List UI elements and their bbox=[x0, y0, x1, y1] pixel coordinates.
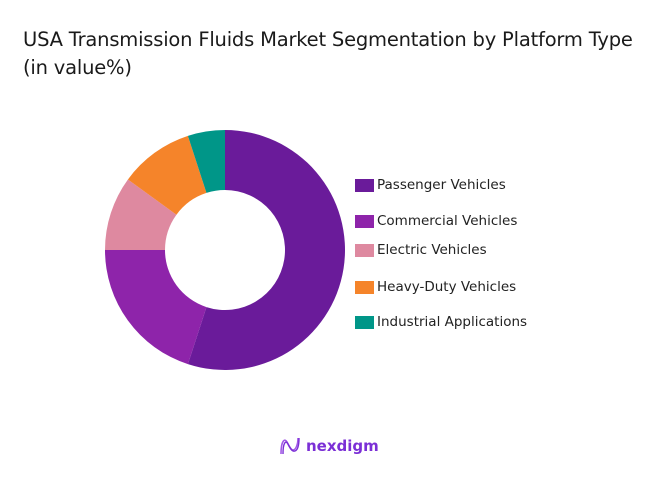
legend-swatch bbox=[355, 315, 374, 329]
brand-logo: nexdigm bbox=[279, 436, 379, 456]
legend-item-passenger-vehicles: Passenger Vehicles bbox=[355, 177, 506, 193]
legend-item-industrial-applications: Industrial Applications bbox=[355, 314, 527, 330]
donut-slice-passenger-vehicles bbox=[187, 130, 345, 370]
legend-label: Electric Vehicles bbox=[377, 242, 487, 258]
legend-label: Industrial Applications bbox=[377, 314, 528, 330]
legend-label: Commercial Vehicles bbox=[377, 213, 518, 229]
legend-swatch bbox=[355, 178, 374, 192]
legend-item-electric-vehicles: Electric Vehicles bbox=[355, 242, 487, 258]
legend-item-heavy-duty-vehicles: Heavy-Duty Vehicles bbox=[355, 279, 516, 295]
donut-slice-industrial-applications bbox=[187, 130, 225, 193]
donut-slice-heavy-duty-vehicles bbox=[127, 135, 207, 215]
legend-swatch bbox=[355, 280, 374, 294]
nexdigm-wave-logo-icon bbox=[280, 437, 300, 455]
legend-item-commercial-vehicles: Commercial Vehicles bbox=[355, 213, 517, 229]
legend-swatch bbox=[355, 243, 374, 257]
legend-swatch bbox=[355, 214, 374, 228]
donut-slice-electric-vehicles bbox=[105, 179, 177, 250]
donut-slice-commercial-vehicles bbox=[105, 250, 207, 365]
legend-label: Passenger Vehicles bbox=[377, 177, 506, 193]
legend-label: Heavy-Duty Vehicles bbox=[377, 279, 517, 295]
brand-name: nexdigm bbox=[306, 437, 379, 455]
chart-title: USA Transmission Fluids Market Segmentat… bbox=[23, 28, 633, 79]
